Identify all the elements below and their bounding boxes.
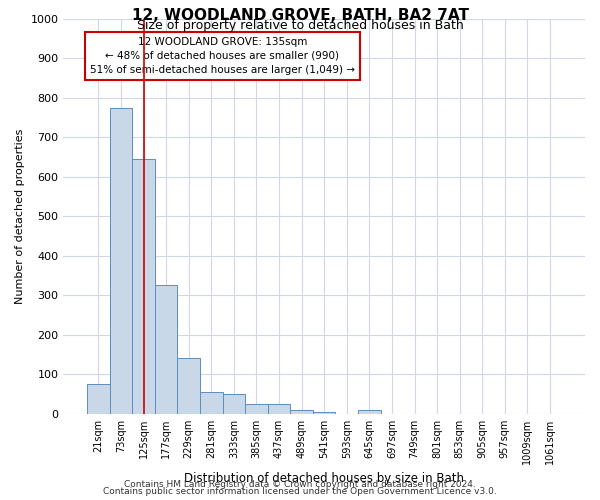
Bar — [110, 108, 132, 414]
Bar — [245, 404, 268, 413]
Bar — [178, 358, 200, 414]
Text: Contains public sector information licensed under the Open Government Licence v3: Contains public sector information licen… — [103, 487, 497, 496]
Bar — [313, 412, 335, 414]
X-axis label: Distribution of detached houses by size in Bath: Distribution of detached houses by size … — [184, 472, 464, 485]
Text: Contains HM Land Registry data © Crown copyright and database right 2024.: Contains HM Land Registry data © Crown c… — [124, 480, 476, 489]
Text: 12 WOODLAND GROVE: 135sqm
← 48% of detached houses are smaller (990)
51% of semi: 12 WOODLAND GROVE: 135sqm ← 48% of detac… — [90, 37, 355, 75]
Y-axis label: Number of detached properties: Number of detached properties — [15, 128, 25, 304]
Bar — [358, 410, 380, 414]
Text: Size of property relative to detached houses in Bath: Size of property relative to detached ho… — [137, 19, 463, 32]
Bar — [155, 286, 178, 414]
Bar — [223, 394, 245, 413]
Bar — [268, 404, 290, 413]
Bar — [290, 410, 313, 414]
Text: 12, WOODLAND GROVE, BATH, BA2 7AT: 12, WOODLAND GROVE, BATH, BA2 7AT — [131, 8, 469, 22]
Bar — [87, 384, 110, 414]
Bar — [132, 159, 155, 413]
Bar — [200, 392, 223, 413]
